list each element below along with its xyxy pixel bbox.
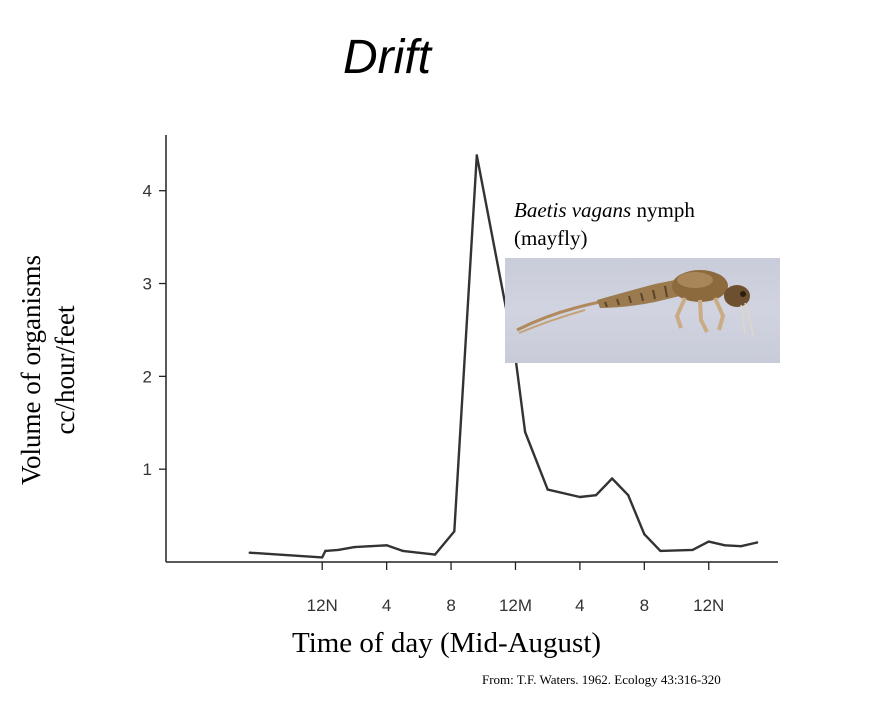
- x-tick-label: 12M: [499, 596, 532, 615]
- data-point: [594, 493, 598, 497]
- x-axis-label: Time of day (Mid-August): [292, 627, 602, 659]
- y-axis-label-line-2: cc/hour/feet: [50, 305, 80, 435]
- data-point: [248, 551, 251, 554]
- data-point: [659, 549, 662, 553]
- data-point: [385, 544, 388, 547]
- data-point: [453, 530, 456, 533]
- y-tick-label: 2: [143, 367, 152, 386]
- common-name: (mayfly): [514, 226, 588, 250]
- data-point: [324, 549, 327, 553]
- source-citation: From: T.F. Waters. 1962. Ecology 43:316-…: [482, 672, 721, 687]
- x-ticks: 12N 4 8 12M 4 8 12N: [307, 562, 724, 615]
- data-point: [546, 488, 549, 491]
- series-group: [248, 154, 759, 559]
- data-point: [707, 540, 710, 543]
- data-point: [610, 477, 614, 480]
- mayfly-nymph-icon: [516, 270, 754, 337]
- x-tick-label: 8: [446, 596, 455, 615]
- y-tick-label: 3: [143, 275, 152, 294]
- data-point: [643, 532, 646, 536]
- data-point: [755, 541, 759, 544]
- data-point: [723, 544, 727, 547]
- slide-title: Drift: [343, 31, 431, 84]
- data-point: [337, 548, 340, 552]
- life-stage: nymph: [636, 198, 695, 222]
- data-point: [401, 549, 404, 553]
- data-point: [523, 430, 527, 434]
- x-tick-label: 4: [575, 596, 584, 615]
- y-tick-label: 4: [143, 182, 152, 201]
- chart-axes: [165, 135, 778, 563]
- x-tick-label: 12N: [307, 596, 338, 615]
- data-point: [627, 493, 630, 497]
- y-ticks: 1 2 3 4: [143, 182, 166, 479]
- data-point: [739, 545, 743, 548]
- x-tick-label: 8: [640, 596, 649, 615]
- data-point: [321, 556, 324, 559]
- photo-caption: Baetis vagans nymph (mayfly): [514, 196, 695, 252]
- x-tick-label: 12N: [693, 596, 724, 615]
- data-point: [433, 553, 437, 556]
- data-point: [691, 548, 694, 552]
- data-point: [369, 545, 372, 548]
- y-axis-label: Volume of organisms cc/hour/feet: [14, 255, 82, 485]
- mayfly-nymph-photo: [505, 258, 780, 363]
- species-name: Baetis vagans: [514, 198, 632, 222]
- y-tick-label: 1: [143, 460, 152, 479]
- data-point: [353, 545, 356, 549]
- data-point: [475, 154, 479, 157]
- y-axis-label-line-1: Volume of organisms: [16, 254, 46, 486]
- x-tick-label: 4: [382, 596, 391, 615]
- data-point: [578, 495, 582, 499]
